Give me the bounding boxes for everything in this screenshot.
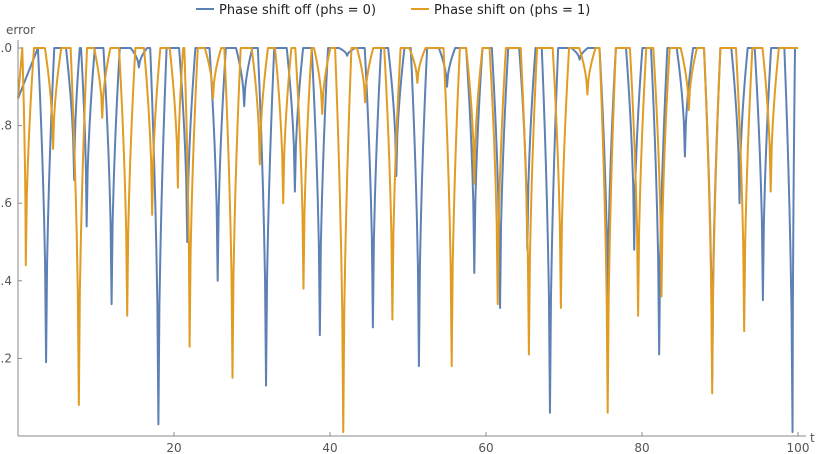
y-tick-label: 0.8 <box>0 119 12 133</box>
x-tick-label: 60 <box>478 441 493 454</box>
x-ticks: 20 40 60 80 100 <box>166 432 809 454</box>
y-ticks: 0.2 0.4 0.6 0.8 1.0 <box>0 41 22 365</box>
x-tick-label: 80 <box>634 441 649 454</box>
x-tick-label: 40 <box>322 441 337 454</box>
series-layer <box>17 47 798 434</box>
series-line-phase-shift-off <box>17 47 798 434</box>
axes: 20 40 60 80 100 0.2 0.4 0.6 0.8 1.0 error t <box>0 23 815 454</box>
legend: Phase shift off (phs = 0) Phase shift on… <box>196 3 590 18</box>
x-axis-title: t <box>810 431 815 445</box>
x-tick-label: 20 <box>166 441 181 454</box>
series-line-phase-shift-on <box>17 47 798 434</box>
legend-label-phase-shift-on: Phase shift on (phs = 1) <box>434 3 590 18</box>
y-axis-title: error <box>6 23 35 37</box>
legend-label-phase-shift-off: Phase shift off (phs = 0) <box>219 3 376 18</box>
y-tick-label: 0.6 <box>0 196 12 210</box>
y-tick-label: 0.4 <box>0 274 12 288</box>
y-tick-label: 1.0 <box>0 41 12 55</box>
y-tick-label: 0.2 <box>0 351 12 365</box>
x-tick-label: 100 <box>787 441 810 454</box>
